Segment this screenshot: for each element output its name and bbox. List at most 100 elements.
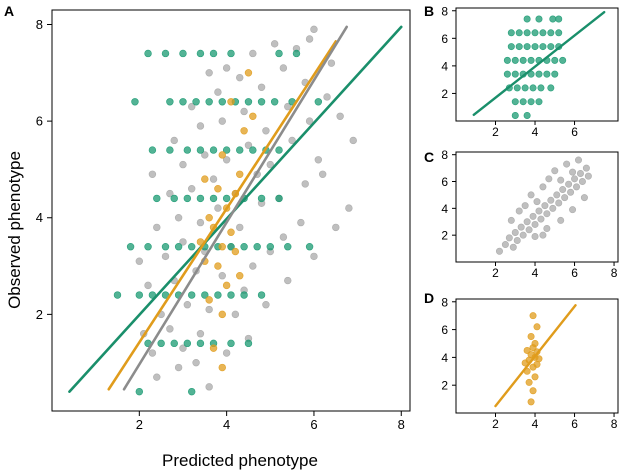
data-point-gray <box>284 276 292 285</box>
data-point-green <box>257 194 266 203</box>
data-point-orange <box>527 333 535 341</box>
y-tick-label: 6 <box>441 32 448 46</box>
data-point-gray <box>236 223 244 232</box>
data-point-green <box>513 84 521 92</box>
y-tick-label: 4 <box>36 210 43 225</box>
data-point-green <box>523 29 531 37</box>
data-point-gray <box>531 233 539 241</box>
data-point-green <box>549 15 557 23</box>
data-point-orange <box>529 387 537 395</box>
data-point-gray <box>543 210 551 218</box>
data-point-green <box>131 98 139 106</box>
x-tick-label: 4 <box>532 266 539 280</box>
data-point-orange <box>236 170 244 178</box>
x-tick-label: 8 <box>611 266 618 280</box>
data-point-green <box>539 29 547 37</box>
data-point-green <box>511 56 519 64</box>
x-tick-label: 4 <box>532 417 539 431</box>
data-point-green <box>551 56 559 64</box>
y-tick-label: 8 <box>441 295 448 309</box>
data-point-gray <box>551 167 559 175</box>
data-point-orange <box>222 281 231 290</box>
y-tick-label: 8 <box>36 17 43 32</box>
data-point-gray <box>192 358 200 367</box>
data-point-gray <box>188 185 196 193</box>
panel-letter-a: A <box>4 3 14 19</box>
data-point-gray <box>148 349 157 357</box>
data-point-gray <box>209 175 218 183</box>
data-point-green <box>503 56 511 64</box>
data-point-green <box>519 56 527 64</box>
data-point-gray <box>310 252 318 261</box>
data-point-green <box>179 49 187 58</box>
data-point-green <box>547 29 555 37</box>
data-point-green <box>183 339 192 348</box>
data-point-orange <box>227 98 235 106</box>
data-point-green <box>305 243 314 251</box>
data-point-green <box>275 146 283 154</box>
data-point-gray <box>297 218 305 227</box>
data-point-gray <box>567 188 575 196</box>
panel-c-plot: 2 4 6 8 2 4 6 8 <box>441 148 619 280</box>
data-point-gray <box>153 223 161 232</box>
data-point-orange <box>205 214 213 222</box>
data-point-gray <box>236 73 244 82</box>
data-point-gray <box>501 241 509 249</box>
data-point-gray <box>183 301 192 309</box>
data-point-gray <box>327 59 336 67</box>
data-point-green <box>170 339 178 348</box>
x-tick-label: 2 <box>136 417 143 432</box>
data-point-green <box>535 98 543 106</box>
y-tick-label: 8 <box>441 148 448 162</box>
data-point-green <box>166 146 174 154</box>
data-point-gray <box>205 383 213 391</box>
data-point-green <box>113 291 122 299</box>
data-point-gray <box>505 234 513 242</box>
data-point-orange <box>218 310 226 319</box>
data-point-green <box>196 146 205 154</box>
data-point-gray <box>543 224 551 232</box>
data-point-green <box>179 98 187 106</box>
data-point-green <box>222 194 231 203</box>
data-point-orange <box>205 296 213 304</box>
plot-frame <box>455 151 619 263</box>
data-point-green <box>555 29 563 37</box>
panel-d-plot: 2 4 6 8 2 4 6 8 <box>441 295 619 431</box>
x-tick-label: 6 <box>310 417 317 432</box>
data-point-orange <box>244 69 253 77</box>
data-point-gray <box>218 117 226 125</box>
data-point-orange <box>218 243 226 251</box>
data-point-orange <box>527 398 535 406</box>
data-point-green <box>188 243 196 251</box>
data-point-green <box>244 339 253 348</box>
y-tick-label: 6 <box>441 175 448 189</box>
data-point-gray <box>135 257 144 265</box>
data-point-gray <box>244 141 253 149</box>
data-point-orange <box>523 346 531 354</box>
data-point-green <box>503 70 511 78</box>
data-point-gray <box>541 202 549 210</box>
data-point-green <box>543 70 551 78</box>
data-point-green <box>209 146 218 154</box>
data-point-orange <box>531 339 539 347</box>
data-point-green <box>539 43 547 51</box>
data-point-orange <box>201 175 209 183</box>
data-point-gray <box>188 102 196 111</box>
data-point-orange <box>529 312 537 320</box>
data-point-gray <box>539 231 547 239</box>
y-axis-title: Observed phenotype <box>5 151 24 309</box>
data-point-gray <box>573 183 581 191</box>
x-tick-label: 4 <box>532 125 539 139</box>
data-point-gray <box>563 160 571 168</box>
data-point-green <box>201 291 209 299</box>
data-point-green <box>257 291 266 299</box>
data-point-gray <box>527 191 535 199</box>
data-point-gray <box>584 172 592 180</box>
x-tick-label: 4 <box>223 417 230 432</box>
data-point-green <box>519 98 527 106</box>
data-point-green <box>266 243 274 251</box>
data-point-gray <box>310 25 318 34</box>
data-point-gray <box>170 136 178 145</box>
data-point-gray <box>537 215 545 223</box>
